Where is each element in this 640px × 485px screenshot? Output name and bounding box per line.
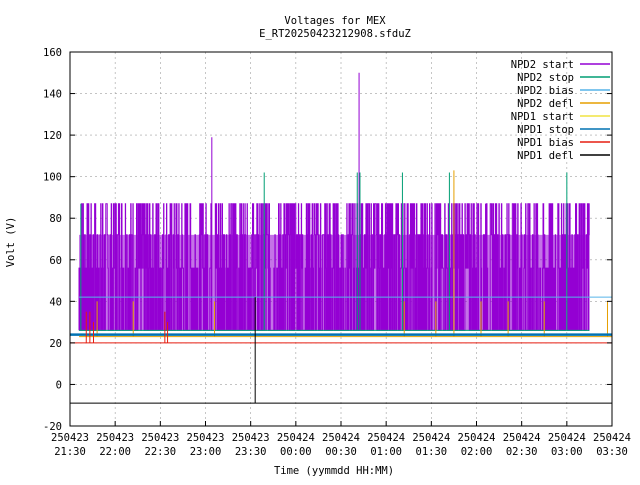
x-tick-label-date: 250424 xyxy=(277,432,315,444)
chart-subtitle: E_RT20250423212908.sfduZ xyxy=(259,28,411,40)
series-npd1-bias xyxy=(70,311,612,344)
x-tick-label-time: 00:00 xyxy=(280,446,312,458)
x-tick-label-time: 23:30 xyxy=(235,446,267,458)
legend-entry-npd2-stop: NPD2 stop xyxy=(517,72,574,84)
tick-labels: -20 0 20 40 60 80 100 120 140 160 250423 21:30 25042… xyxy=(43,47,631,458)
series-layer xyxy=(70,72,612,404)
x-tick-label-date: 250423 xyxy=(141,432,179,444)
x-tick-label-time: 22:30 xyxy=(145,446,177,458)
y-tick-label: 40 xyxy=(49,296,62,308)
series-npd1-defl xyxy=(70,297,612,404)
y-tick-label: 120 xyxy=(43,130,62,142)
x-tick-label-date: 250424 xyxy=(593,432,631,444)
x-tick-label-time: 23:00 xyxy=(190,446,222,458)
x-tick-label-date: 250424 xyxy=(367,432,405,444)
x-tick-label-date: 250423 xyxy=(51,432,89,444)
x-tick-label-date: 250424 xyxy=(458,432,496,444)
x-tick-label-time: 03:30 xyxy=(596,446,628,458)
x-axis-label: Time (yymmdd HH:MM) xyxy=(274,465,394,477)
x-tick-label-time: 21:30 xyxy=(54,446,86,458)
x-tick-label-time: 01:00 xyxy=(370,446,402,458)
legend-entry-npd2-defl: NPD2 defl xyxy=(517,98,574,110)
chart-title: Voltages for MEX xyxy=(284,15,386,27)
x-tick-label-date: 250424 xyxy=(503,432,541,444)
x-tick-label-date: 250423 xyxy=(96,432,134,444)
series-npd2-stop xyxy=(79,172,590,331)
y-tick-label: 140 xyxy=(43,89,62,101)
series-band xyxy=(79,234,590,331)
y-axis-label: Volt (V) xyxy=(5,217,17,268)
x-tick-label-date: 250424 xyxy=(412,432,450,444)
x-tick-label-date: 250424 xyxy=(548,432,586,444)
x-tick-label-time: 02:30 xyxy=(506,446,538,458)
x-tick-label-time: 22:00 xyxy=(99,446,131,458)
x-tick-label-time: 01:30 xyxy=(416,446,448,458)
legend-entry-npd2-bias: NPD2 bias xyxy=(517,85,574,97)
series-npd2-start xyxy=(78,72,590,331)
y-tick-label: 100 xyxy=(43,172,62,184)
legend-entry-npd1-bias: NPD1 bias xyxy=(517,137,574,149)
legend-entry-npd1-defl: NPD1 defl xyxy=(517,150,574,162)
legend-entry-npd2-start: NPD2 start xyxy=(511,59,574,71)
x-tick-label-date: 250424 xyxy=(322,432,360,444)
y-tick-label: 0 xyxy=(56,379,62,391)
y-tick-label: -20 xyxy=(43,421,62,433)
legend-entry-npd1-start: NPD1 start xyxy=(511,111,574,123)
x-tick-label-date: 250423 xyxy=(187,432,225,444)
x-tick-label-date: 250423 xyxy=(232,432,270,444)
x-tick-label-time: 03:00 xyxy=(551,446,583,458)
y-tick-label: 80 xyxy=(49,213,62,225)
y-tick-label: 160 xyxy=(43,47,62,59)
y-tick-label: 20 xyxy=(49,338,62,350)
legend-entry-npd1-stop: NPD1 stop xyxy=(517,124,574,136)
x-tick-label-time: 00:30 xyxy=(325,446,357,458)
y-tick-label: 60 xyxy=(49,255,62,267)
x-tick-label-time: 02:00 xyxy=(461,446,493,458)
